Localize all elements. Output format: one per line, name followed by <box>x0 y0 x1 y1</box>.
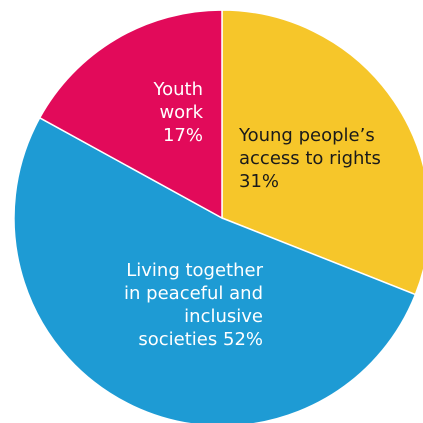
pie-slice-label-0-line-2: 31% <box>239 171 279 192</box>
pie-slice-label-1-line-3: societies 52% <box>138 329 263 350</box>
pie-slice-label-2-line-0: Youth <box>153 79 204 100</box>
pie-slice-label-1-line-1: in peaceful and <box>124 283 263 304</box>
pie-slice-1 <box>13 116 417 423</box>
pie-slice-label-1-line-2: inclusive <box>184 306 263 327</box>
pie-slices <box>13 9 423 423</box>
pie-slice-label-2-line-2: 17% <box>163 125 203 146</box>
pie-slice-label-0-line-0: Young people’s <box>238 125 375 146</box>
pie-slice-2 <box>38 9 223 220</box>
pie-slice-label-1-line-0: Living together <box>126 260 263 281</box>
pie-slice-0 <box>221 9 423 296</box>
pie-slice-label-2-line-1: work <box>159 102 203 123</box>
pie-slice-label-0-line-1: access to rights <box>239 148 381 169</box>
